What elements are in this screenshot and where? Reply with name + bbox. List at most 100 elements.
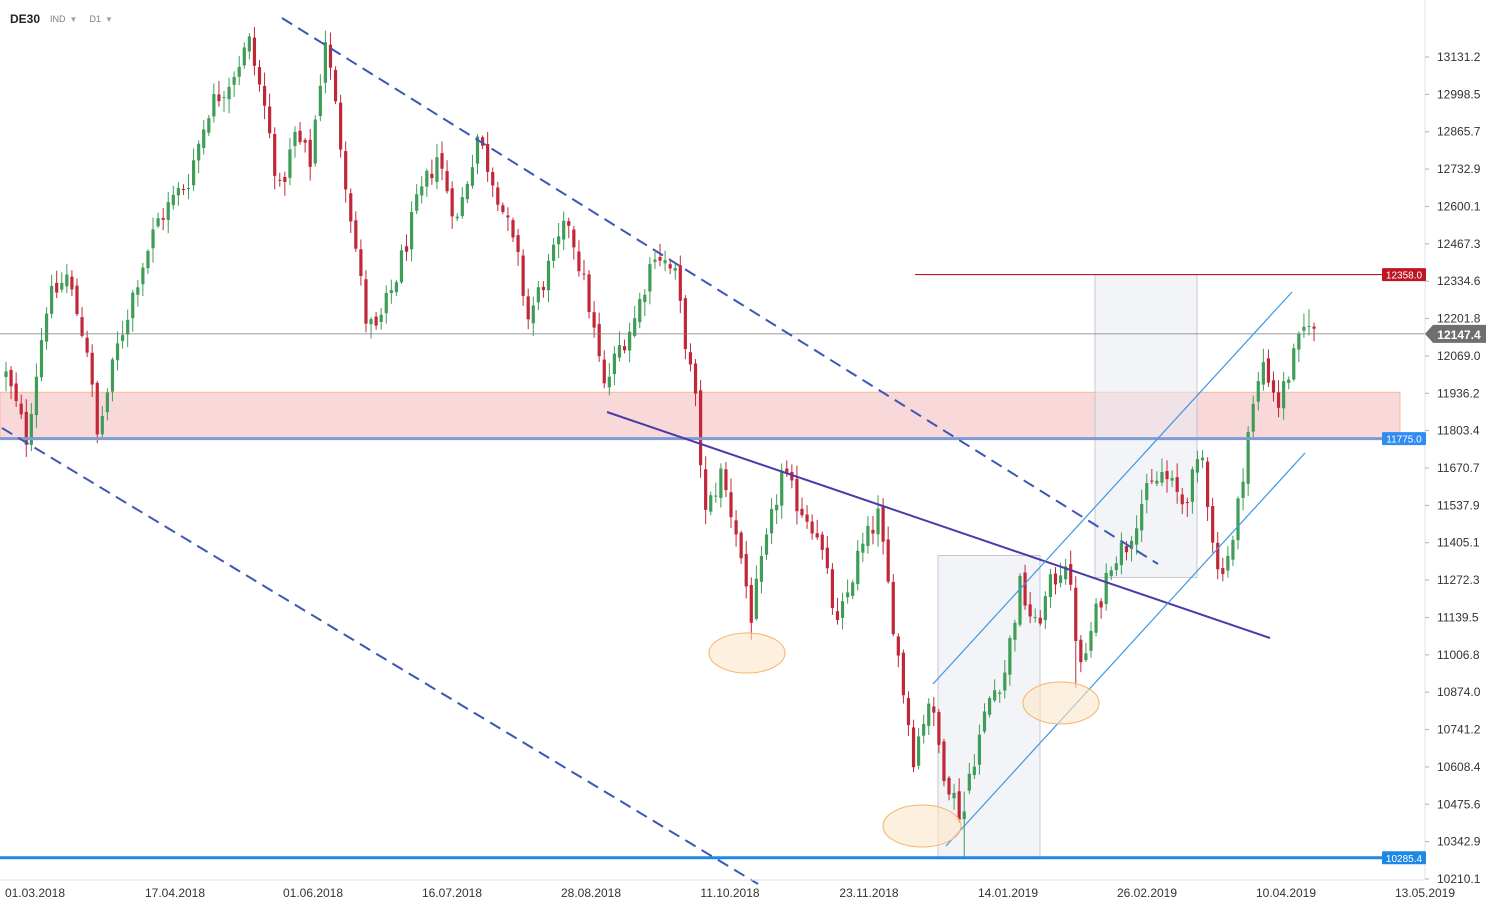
market-selector[interactable]: IND [50, 14, 66, 24]
candle-body [820, 534, 824, 550]
candle-body [227, 86, 231, 100]
candle-body [993, 690, 997, 701]
candle-body [1094, 603, 1098, 633]
dashed-channel-lower [1, 427, 759, 885]
candle-body [131, 292, 135, 319]
date-tick-label: 26.02.2019 [1117, 886, 1177, 900]
candle-body [982, 711, 987, 732]
date-tick-label: 16.07.2018 [422, 886, 482, 900]
candle-body [612, 353, 616, 375]
candle-body [729, 492, 733, 518]
candle-body [1241, 481, 1245, 498]
candle-body [856, 550, 860, 585]
dashed-channel-upper [281, 17, 1159, 565]
candle-body [465, 183, 469, 200]
candle-body [303, 140, 307, 143]
candle-body [65, 274, 69, 287]
candle-body [1109, 570, 1113, 577]
interval-selector[interactable]: D1 [89, 14, 101, 24]
low-price-tag [1382, 851, 1426, 865]
candle-body [683, 298, 687, 350]
candle-body [673, 268, 677, 271]
candle-body [202, 129, 206, 148]
candle-body [4, 371, 8, 377]
candle-body [1140, 503, 1144, 531]
candle-body [161, 217, 165, 220]
candle-body [541, 286, 546, 291]
candle-body [830, 569, 835, 608]
candle-body [237, 66, 241, 77]
candle-body [648, 264, 652, 292]
candle-body [628, 331, 632, 351]
price-tick-label: 13131.2 [1437, 50, 1481, 64]
candle-body [384, 293, 388, 314]
candle-body [866, 525, 870, 547]
rising-channel-upper [932, 291, 1293, 685]
candle-body [14, 383, 18, 402]
candle-body [764, 534, 769, 555]
candle-body [577, 251, 581, 272]
candle-body [404, 246, 409, 252]
market-chevron-down-icon[interactable]: ▼ [69, 14, 78, 24]
date-tick-label: 11.10.2018 [700, 886, 759, 900]
candle-body [886, 539, 890, 582]
candle-body [815, 533, 819, 538]
candle-body [511, 220, 515, 238]
price-tick-label: 12069.0 [1437, 349, 1481, 363]
candle-body [1266, 358, 1271, 383]
candle-body [455, 216, 459, 219]
candle-body [1018, 575, 1022, 625]
candle-body [901, 652, 905, 696]
candle-body [1195, 459, 1200, 473]
candle-body [121, 335, 125, 341]
price-tick-label: 10741.2 [1437, 723, 1481, 737]
candle-body [252, 37, 257, 66]
candle-body [714, 495, 718, 497]
candle-body [1246, 431, 1250, 484]
candle-body [339, 102, 343, 150]
candle-body [1150, 480, 1154, 482]
candle-body [247, 36, 251, 52]
candle-body [9, 369, 13, 387]
candle-body [932, 706, 936, 713]
candle-body [151, 229, 155, 249]
candle-body [1104, 572, 1108, 604]
candle-body [1058, 575, 1063, 584]
candle-body [29, 414, 33, 445]
candle-body [374, 316, 378, 326]
candle-body [1297, 333, 1301, 350]
candle-body [323, 42, 328, 83]
price-tick-label: 10874.0 [1437, 685, 1481, 699]
candle-body [698, 390, 703, 466]
candle-body [1276, 392, 1281, 408]
candle-body [1226, 555, 1230, 571]
date-tick-label: 28.08.2018 [561, 886, 621, 900]
candle-body [313, 119, 317, 164]
candle-body [835, 611, 840, 620]
candle-body [136, 287, 140, 295]
symbol-label: DE30 [10, 12, 41, 26]
candle-body [1023, 572, 1027, 606]
candle-body [435, 157, 439, 182]
date-axis: 01.03.2018 17.04.2018 01.06.2018 16.07.2018… [0, 879, 1455, 900]
candle-body [475, 136, 480, 164]
candle-body [607, 376, 611, 388]
candle-body [633, 318, 637, 336]
date-tick-label: 17.04.2018 [145, 886, 205, 900]
candle-body [1079, 639, 1083, 663]
candle-body [749, 585, 753, 623]
candle-body [531, 305, 535, 324]
interval-chevron-down-icon[interactable]: ▼ [104, 14, 113, 24]
candle-body [141, 267, 145, 285]
candle-body [1074, 587, 1078, 641]
candle-body [1114, 563, 1118, 571]
chart-header: DE30 IND ▼ D1 ▼ [10, 11, 125, 27]
candle-body [232, 76, 236, 85]
highlight-ellipses [708, 632, 1100, 848]
candle-body [1185, 502, 1189, 504]
candle-body [1282, 381, 1286, 409]
candle-body [110, 359, 115, 392]
candle-body [896, 636, 900, 656]
resistance-price-tag [1382, 268, 1426, 282]
